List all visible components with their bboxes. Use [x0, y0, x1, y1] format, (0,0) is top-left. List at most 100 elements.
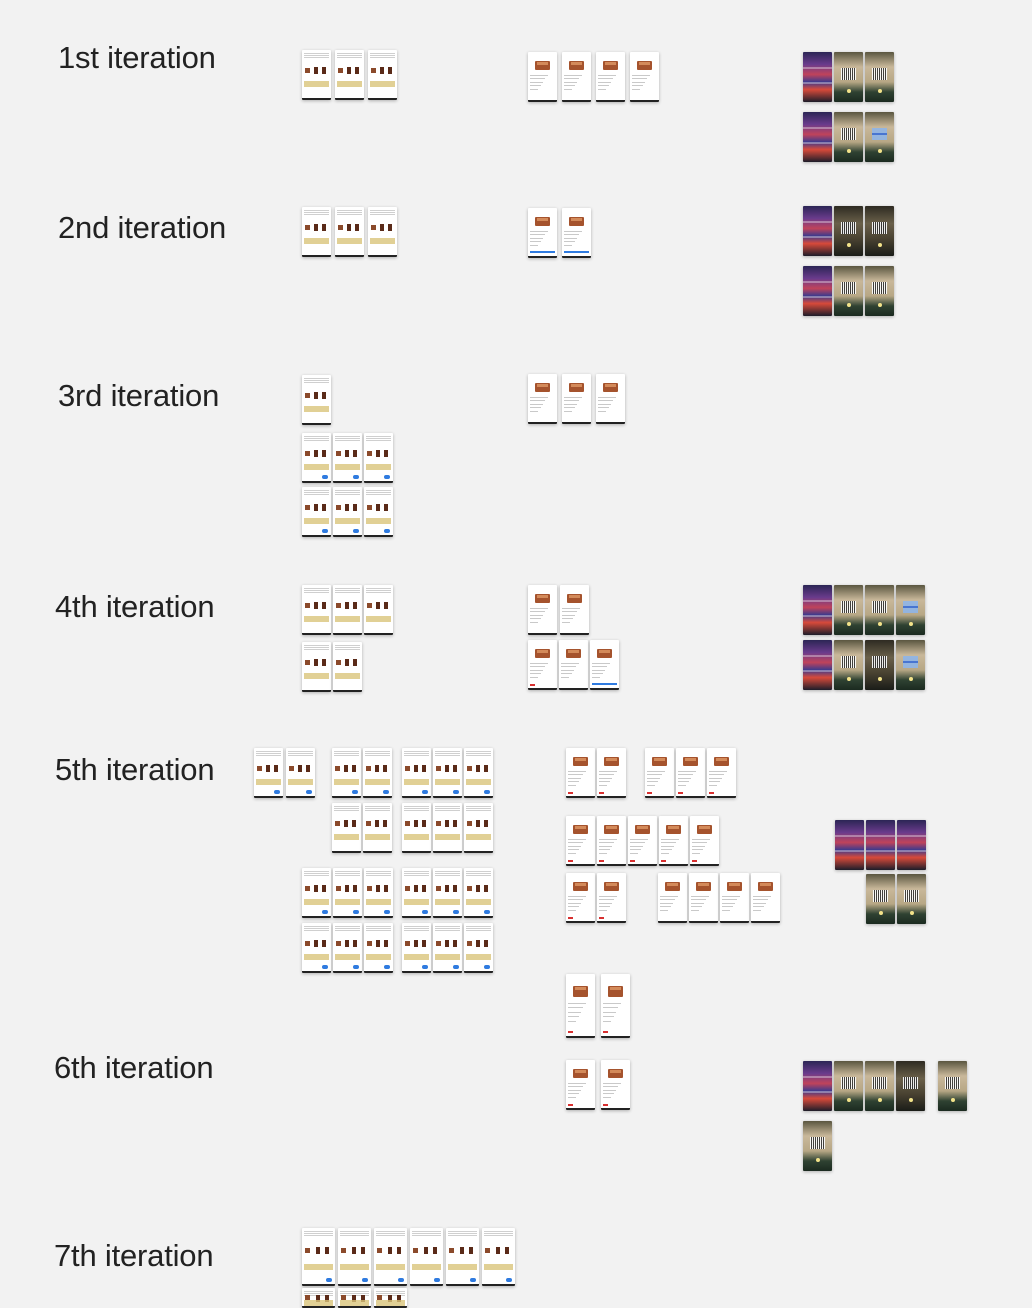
product-list-screen — [364, 868, 393, 918]
product-list-screen — [302, 487, 331, 537]
camera-barcode-screen — [865, 206, 894, 256]
product-detail-screen — [751, 873, 780, 923]
camera-barcode-screen — [834, 1061, 863, 1111]
camera-barcode-screen — [865, 1061, 894, 1111]
product-detail-screen — [562, 374, 591, 424]
product-detail-screen — [720, 873, 749, 923]
product-detail-screen — [528, 52, 557, 102]
product-list-screen — [464, 868, 493, 918]
product-list-screen — [254, 748, 283, 798]
iteration-label-4: 4th iteration — [55, 589, 215, 624]
product-detail-screen — [597, 748, 626, 798]
product-list-screen — [368, 207, 397, 257]
product-detail-screen — [597, 816, 626, 866]
camera-barcode-screen — [865, 52, 894, 102]
camera-barcode-screen — [897, 874, 926, 924]
product-detail-screen — [596, 52, 625, 102]
camera-shelf-screen — [803, 1061, 832, 1111]
product-list-screen — [402, 923, 431, 973]
camera-barcode-screen — [834, 112, 863, 162]
product-detail-screen — [601, 974, 630, 1038]
camera-shelf-screen — [803, 640, 832, 690]
camera-shelf-screen — [803, 52, 832, 102]
camera-barcode-screen — [834, 52, 863, 102]
product-list-screen — [374, 1228, 407, 1286]
product-list-screen — [338, 1288, 371, 1308]
product-list-screen — [433, 923, 462, 973]
product-list-screen — [302, 868, 331, 918]
iteration-label-6: 6th iteration — [54, 1050, 214, 1085]
product-list-screen — [464, 923, 493, 973]
product-list-screen — [302, 50, 331, 100]
product-list-screen — [333, 868, 362, 918]
product-detail-screen — [562, 208, 591, 258]
product-detail-screen — [707, 748, 736, 798]
iteration-label-2: 2nd iteration — [58, 210, 227, 245]
product-detail-screen — [597, 873, 626, 923]
camera-shelf-screen — [803, 585, 832, 635]
product-list-screen — [364, 585, 393, 635]
product-list-screen — [302, 923, 331, 973]
iteration-label-5: 5th iteration — [55, 752, 215, 787]
product-detail-screen — [566, 1060, 595, 1110]
product-list-screen — [433, 868, 462, 918]
product-detail-screen — [562, 52, 591, 102]
product-list-screen — [410, 1228, 443, 1286]
camera-barcode-screen — [803, 1121, 832, 1171]
product-detail-screen — [528, 208, 557, 258]
product-list-screen — [446, 1228, 479, 1286]
product-detail-screen — [566, 748, 595, 798]
product-detail-screen — [566, 974, 595, 1038]
product-detail-screen — [659, 816, 688, 866]
camera-shelf-screen — [803, 206, 832, 256]
product-list-screen — [333, 433, 362, 483]
product-list-screen — [333, 585, 362, 635]
product-detail-screen — [528, 585, 557, 635]
product-detail-screen — [566, 873, 595, 923]
camera-barcode-screen — [834, 266, 863, 316]
camera-shelf-screen — [866, 820, 895, 870]
camera-barcode-screen — [866, 874, 895, 924]
camera-shelf-screen — [835, 820, 864, 870]
product-detail-screen — [630, 52, 659, 102]
camera-barcode-screen — [834, 585, 863, 635]
product-list-screen — [374, 1288, 407, 1308]
product-list-screen — [363, 803, 392, 853]
camera-shelf-screen — [803, 112, 832, 162]
camera-barcode-screen — [865, 585, 894, 635]
camera-shelf-screen — [803, 266, 832, 316]
camera-barcode-screen — [938, 1061, 967, 1111]
iteration-label-1: 1st iteration — [58, 40, 216, 75]
product-list-screen — [286, 748, 315, 798]
product-detail-screen — [676, 748, 705, 798]
iteration-label-7: 7th iteration — [54, 1238, 214, 1273]
product-list-screen — [368, 50, 397, 100]
camera-barcode-screen — [865, 266, 894, 316]
camera-shelf-screen — [897, 820, 926, 870]
product-list-screen — [333, 642, 362, 692]
product-list-screen — [333, 923, 362, 973]
product-detail-screen — [590, 640, 619, 690]
camera-barcode-screen — [896, 1061, 925, 1111]
camera-barcode-screen — [896, 585, 925, 635]
product-detail-screen — [566, 816, 595, 866]
product-detail-screen — [690, 816, 719, 866]
product-detail-screen — [658, 873, 687, 923]
product-detail-screen — [628, 816, 657, 866]
product-list-screen — [364, 433, 393, 483]
product-list-screen — [402, 803, 431, 853]
product-list-screen — [338, 1228, 371, 1286]
product-list-screen — [363, 748, 392, 798]
product-list-screen — [433, 748, 462, 798]
product-list-screen — [302, 375, 331, 425]
product-list-screen — [302, 585, 331, 635]
product-list-screen — [332, 803, 361, 853]
product-list-screen — [332, 748, 361, 798]
product-list-screen — [433, 803, 462, 853]
product-list-screen — [402, 748, 431, 798]
product-detail-screen — [560, 585, 589, 635]
product-list-screen — [364, 923, 393, 973]
product-detail-screen — [559, 640, 588, 690]
product-list-screen — [302, 1288, 335, 1308]
product-list-screen — [464, 803, 493, 853]
